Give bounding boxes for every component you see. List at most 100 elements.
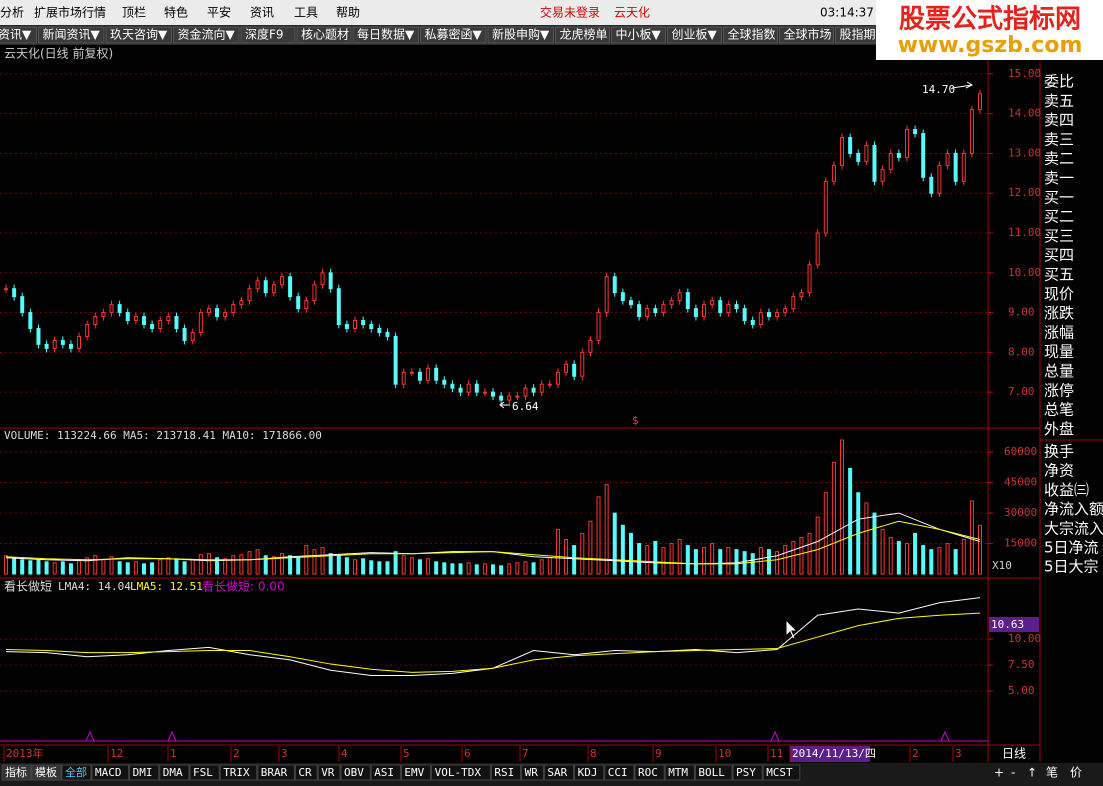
toolbar-label[interactable]: 玖天咨询▼ [110,27,168,42]
tab[interactable] [370,764,401,781]
tab[interactable] [31,764,62,781]
toolbar-button[interactable] [487,26,554,44]
tab-label[interactable]: 全部 [65,765,87,779]
toolbar-label[interactable]: 核心题材 [301,28,349,42]
toolbar-label[interactable]: 资金流向▼ [178,27,236,42]
tab[interactable] [129,764,160,781]
toolbar-button[interactable] [240,26,296,44]
tab-label[interactable]: ROC [638,766,658,779]
tab-label[interactable]: KDJ [578,766,598,779]
tab-label[interactable]: 价 [1070,766,1082,780]
quote-label: 卖二 [1044,150,1074,168]
tab[interactable] [431,764,491,781]
toolbar-button[interactable] [296,26,352,44]
tab-label[interactable]: DMA [163,766,183,779]
tab-label[interactable]: SAR [547,766,567,779]
tab[interactable] [400,764,432,781]
toolbar-button[interactable] [352,26,419,44]
tab-label[interactable]: 模板 [35,765,57,779]
tab[interactable] [340,764,371,781]
tab-label[interactable]: VR [321,766,335,779]
tab-label[interactable]: 指标 [5,765,27,779]
tab[interactable] [257,764,295,781]
toolbar-button[interactable] [611,26,666,44]
tab[interactable] [219,764,258,781]
tab-label[interactable]: EMV [404,766,424,779]
toolbar-button[interactable] [555,26,610,44]
tab-label[interactable]: FSL [193,766,213,779]
menu-item[interactable]: 资讯 [250,6,274,20]
tab[interactable] [694,764,733,781]
menu-item[interactable]: 帮助 [336,6,360,20]
tab-label[interactable]: OBV [344,766,364,779]
tab[interactable] [490,764,522,781]
tab-label[interactable]: 笔 [1046,765,1058,780]
tab[interactable] [664,764,695,781]
candle-body [68,343,73,349]
login-status[interactable]: 交易未登录 [540,5,600,20]
toolbar-button[interactable] [38,26,105,44]
tab-label[interactable]: MCST [766,766,793,779]
tab-label[interactable]: MACD [95,766,122,779]
toolbar-label[interactable]: 创业板▼ [672,28,718,42]
tab[interactable] [634,764,665,781]
tab[interactable] [189,764,220,781]
tab-label[interactable]: DMI [133,766,153,779]
tab-label[interactable]: ↑ [1027,766,1037,780]
tab-label[interactable]: + [994,766,1004,780]
volume-bar [434,561,439,575]
toolbar-label[interactable]: 新股申购▼ [492,27,550,42]
tab[interactable] [1,764,32,781]
volume-bar [937,547,942,575]
menu-item[interactable]: 平安 [207,5,231,20]
toolbar-button[interactable] [173,26,240,44]
tab-label[interactable]: - [1011,766,1015,780]
tab-label[interactable]: TRIX [223,766,250,779]
tab-label[interactable]: BRAR [261,766,288,779]
tab[interactable] [521,764,544,781]
toolbar-label[interactable]: 股指期 [840,27,876,42]
tab[interactable] [61,764,92,781]
menu-item[interactable]: 工具 [294,6,318,20]
toolbar-button[interactable] [420,26,487,44]
tab-label[interactable]: VOL-TDX [435,766,482,779]
tab[interactable] [732,764,763,781]
toolbar-button[interactable] [779,26,834,44]
menu-item[interactable]: 顶栏 [122,5,146,20]
toolbar-button[interactable] [0,26,37,44]
toolbar-label[interactable]: 龙虎榜单 [560,27,608,42]
toolbar-label[interactable]: 新闻资讯▼ [43,27,101,42]
toolbar-label[interactable]: 全球市场 [784,27,832,42]
tab-label[interactable]: CCI [608,766,628,779]
menu-item[interactable]: 特色 [164,5,188,20]
tab[interactable] [574,764,605,781]
toolbar-button[interactable] [667,26,722,44]
tab[interactable] [317,764,341,781]
menu-item[interactable]: 分析 [0,6,24,20]
tab[interactable] [159,764,190,781]
tab-label[interactable]: WR [525,766,539,779]
menu-item[interactable]: 扩展市场行情 [34,5,106,20]
tab-label[interactable]: MTM [668,766,688,779]
tab-label[interactable]: BOLL [698,766,725,779]
toolbar-label[interactable]: 全球指数 [728,27,776,42]
volume-bar [206,553,211,575]
tab[interactable] [762,764,801,781]
toolbar-label[interactable]: 资讯▼ [0,28,32,42]
tab[interactable] [91,764,130,781]
toolbar-label[interactable]: 深度F9 [245,27,284,42]
tab[interactable] [543,764,575,781]
toolbar-button[interactable] [105,26,172,44]
toolbar-label[interactable]: 每日数据▼ [357,27,415,42]
volume-bar [685,545,690,575]
candle-body [702,304,707,318]
tab-label[interactable]: RSI [494,766,514,779]
toolbar-label[interactable]: 中小板▼ [616,27,662,42]
tab-label[interactable]: CR [298,766,312,779]
toolbar-button[interactable] [723,26,778,44]
tab[interactable] [294,764,318,781]
tab-label[interactable]: ASI [374,766,394,779]
tab-label[interactable]: PSY [736,766,756,779]
toolbar-label[interactable]: 私募密函▼ [425,27,483,42]
tab[interactable] [604,764,635,781]
